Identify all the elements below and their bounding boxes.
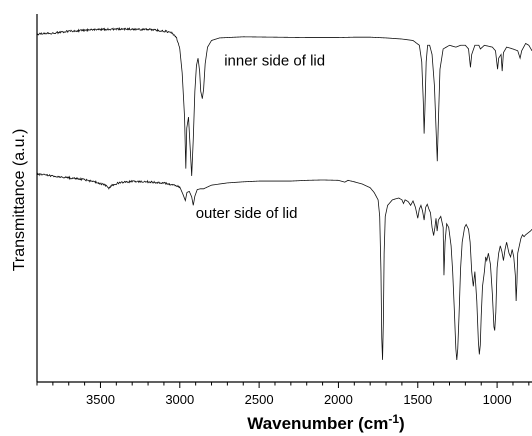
x-tick-label: 3500 — [86, 392, 115, 407]
annotations: inner side of lid outer side of lid — [196, 53, 325, 223]
x-axis-label: Wavenumber (cm-1) — [247, 412, 404, 433]
plot-series — [36, 26, 532, 360]
series-line-outer — [36, 172, 532, 360]
x-ticks: 3500 3000 2500 2000 1500 1000 — [36, 382, 530, 407]
x-tick-label: 2000 — [324, 392, 353, 407]
y-axis-label: Transmittance (a.u.) — [11, 129, 28, 272]
series-label-0: inner side of lid — [224, 53, 325, 70]
x-axis-label-sup: -1 — [388, 412, 399, 426]
x-tick-label: 3000 — [165, 392, 194, 407]
x-axis-label-main: Wavenumber (cm — [247, 414, 388, 433]
x-tick-label: 2500 — [245, 392, 274, 407]
series-label-1: outer side of lid — [196, 205, 298, 222]
series-line-inner — [36, 26, 532, 176]
x-axis-label-end: ) — [399, 414, 405, 433]
x-tick-label: 1500 — [403, 392, 432, 407]
x-tick-label: 1000 — [483, 392, 512, 407]
